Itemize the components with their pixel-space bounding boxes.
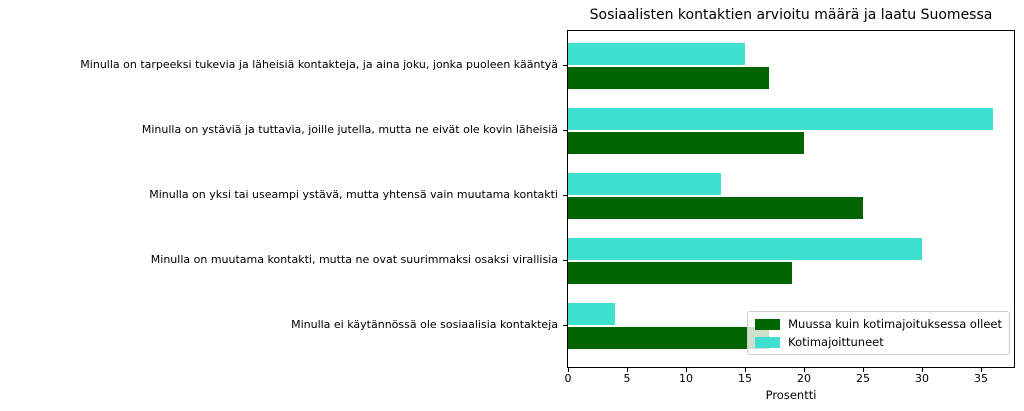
chart-title: Sosiaalisten kontaktien arvioitu määrä j… xyxy=(589,7,993,23)
y-axis-label-2: Minulla on yksi tai useampi ystävä, mutt… xyxy=(149,188,558,201)
bar-kotimajoittuneet-2 xyxy=(568,173,722,195)
bar-kotimajoittuneet-4 xyxy=(568,303,616,325)
x-tick-label-35: 35 xyxy=(974,372,988,385)
x-tick-label-25: 25 xyxy=(856,372,870,385)
x-tick-30 xyxy=(922,368,923,372)
plot-area: Muussa kuin kotimajoituksessa olleet Koti… xyxy=(567,30,1015,368)
bar-kotimajoittuneet-0 xyxy=(568,43,745,65)
bar-muussa-kuin-kotimajoituksessa-olleet-3 xyxy=(568,262,793,284)
x-axis-label: Prosentti xyxy=(765,388,817,402)
y-tick-0 xyxy=(563,65,567,66)
bar-muussa-kuin-kotimajoituksessa-olleet-1 xyxy=(568,132,804,154)
legend-entry-kotimajoittuneet: Kotimajoittuneet xyxy=(755,334,1002,350)
y-tick-1 xyxy=(563,130,567,131)
x-tick-label-5: 5 xyxy=(623,372,631,385)
bar-muussa-kuin-kotimajoituksessa-olleet-0 xyxy=(568,67,769,89)
x-tick-25 xyxy=(863,368,864,372)
y-tick-3 xyxy=(563,260,567,261)
x-tick-5 xyxy=(627,368,628,372)
x-tick-label-10: 10 xyxy=(679,372,693,385)
y-tick-2 xyxy=(563,195,567,196)
y-axis-label-0: Minulla on tarpeeksi tukevia ja läheisiä… xyxy=(80,58,558,71)
bar-muussa-kuin-kotimajoituksessa-olleet-4 xyxy=(568,327,769,349)
bar-kotimajoittuneet-3 xyxy=(568,238,922,260)
bar-muussa-kuin-kotimajoituksessa-olleet-2 xyxy=(568,197,863,219)
x-tick-15 xyxy=(745,368,746,372)
x-tick-10 xyxy=(686,368,687,372)
y-tick-4 xyxy=(563,325,567,326)
legend-label-muussa-kuin-kotimajoituksessa-olleet: Muussa kuin kotimajoituksessa olleet xyxy=(788,317,1002,331)
legend-swatch-kotimajoittuneet xyxy=(755,336,781,348)
y-axis-label-4: Minulla ei käytännössä ole sosiaalisia k… xyxy=(291,318,558,331)
x-tick-label-30: 30 xyxy=(915,372,929,385)
x-tick-label-15: 15 xyxy=(738,372,752,385)
y-axis-label-1: Minulla on ystäviä ja tuttavia, joille j… xyxy=(141,123,558,136)
y-axis-label-3: Minulla on muutama kontakti, mutta ne ov… xyxy=(150,253,558,266)
x-tick-label-0: 0 xyxy=(564,372,572,385)
x-tick-0 xyxy=(568,368,569,372)
bar-kotimajoittuneet-1 xyxy=(568,108,993,130)
legend: Muussa kuin kotimajoituksessa olleet Koti… xyxy=(747,311,1010,355)
x-tick-35 xyxy=(981,368,982,372)
x-tick-label-20: 20 xyxy=(797,372,811,385)
legend-entry-muussa-kuin-kotimajoituksessa-olleet: Muussa kuin kotimajoituksessa olleet xyxy=(755,316,1002,332)
legend-label-kotimajoittuneet: Kotimajoittuneet xyxy=(788,335,884,349)
x-tick-20 xyxy=(804,368,805,372)
legend-swatch-muussa-kuin-kotimajoituksessa-olleet xyxy=(755,318,781,330)
